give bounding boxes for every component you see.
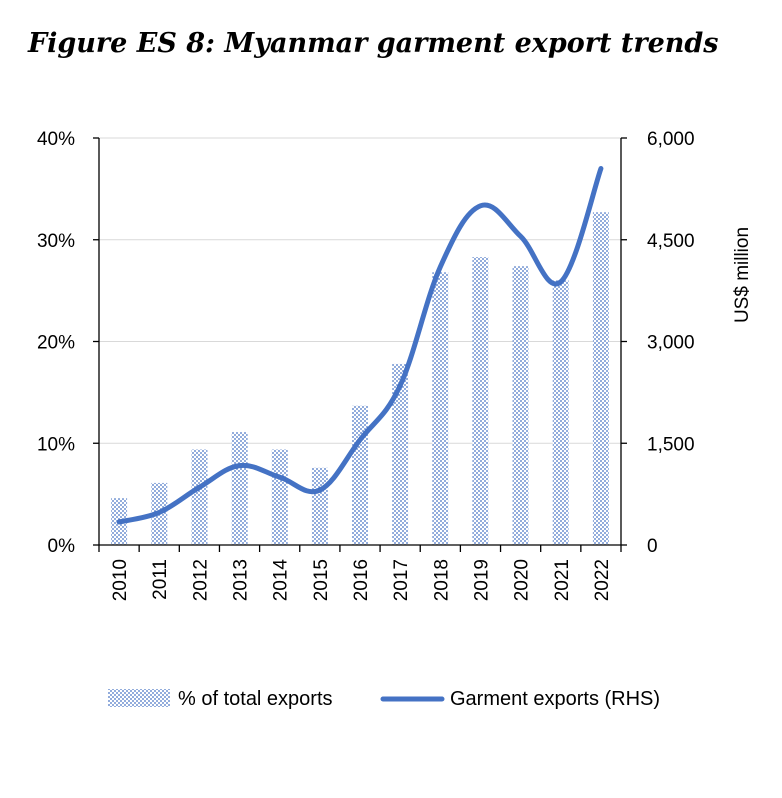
x-tick-label: 2020 <box>512 559 533 601</box>
bar <box>392 363 409 545</box>
y-left-tick-label: 20% <box>37 333 75 354</box>
bar <box>592 212 609 545</box>
x-tick-label: 2019 <box>471 559 492 601</box>
legend-label-percent: % of total exports <box>178 688 333 710</box>
axis-labels: 0% 10% 20% 30% 40% 0 1,500 3,000 4,500 6,000 US$ m… <box>37 129 753 601</box>
y-right-tick-label: 3,000 <box>647 333 695 354</box>
bar <box>472 257 489 545</box>
bar <box>191 449 208 545</box>
y-right-tick-label: 6,000 <box>647 129 695 150</box>
bar <box>512 266 529 545</box>
x-tick-label: 2014 <box>271 559 292 602</box>
legend: % of total exports Garment exports (RHS) <box>108 688 660 710</box>
bar <box>352 405 368 545</box>
x-tick-label: 2017 <box>391 559 412 601</box>
axes <box>93 137 627 552</box>
x-tick-label: 2018 <box>431 559 452 601</box>
chart-title: Figure ES 8: Myanmar garment export tren… <box>28 28 719 59</box>
x-tick-label: 2012 <box>190 559 211 601</box>
x-tick-label: 2015 <box>311 559 332 601</box>
y-right-tick-label: 0 <box>647 536 658 557</box>
bar <box>552 280 569 545</box>
bar <box>432 272 449 545</box>
x-tick-label: 2011 <box>150 559 171 600</box>
x-tick-label: 2016 <box>351 559 372 601</box>
bar <box>231 432 248 545</box>
legend-bar-swatch <box>108 689 170 707</box>
x-tick-label: 2022 <box>592 559 613 601</box>
line-series <box>116 166 604 525</box>
bar <box>271 449 288 545</box>
y-right-tick-label: 1,500 <box>647 434 695 455</box>
y-left-tick-label: 30% <box>37 231 75 252</box>
legend-label-garment: Garment exports (RHS) <box>450 688 660 710</box>
y-left-tick-label: 0% <box>48 536 76 557</box>
x-tick-label: 2021 <box>552 559 573 601</box>
bar-series <box>111 212 609 545</box>
y-left-tick-label: 10% <box>37 434 75 455</box>
gridlines <box>99 137 621 444</box>
x-tick-label: 2013 <box>231 559 252 601</box>
garment-exports-line <box>116 166 604 525</box>
y-left-tick-label: 40% <box>37 129 75 150</box>
bar <box>311 467 328 545</box>
y-right-tick-label: 4,500 <box>647 231 695 252</box>
x-tick-label: 2010 <box>110 559 131 601</box>
y-right-axis-title: US$ million <box>732 227 753 323</box>
